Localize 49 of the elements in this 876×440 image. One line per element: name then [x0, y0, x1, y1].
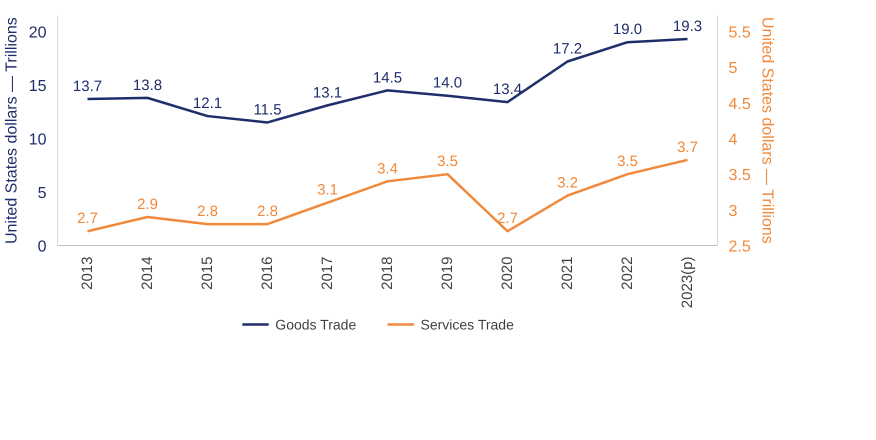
x-tick-label: 2017 — [319, 256, 336, 290]
y-tick-label: 10 — [28, 132, 47, 149]
data-label: 2.8 — [197, 203, 218, 220]
x-tick-label: 2016 — [259, 256, 276, 290]
y-tick-label: 5 — [38, 185, 47, 202]
data-label: 17.2 — [552, 40, 582, 58]
y-axis-title: United States dollars — Trillions — [4, 17, 21, 244]
data-label: 3.7 — [677, 138, 698, 156]
data-label: 13.7 — [72, 78, 102, 95]
data-label: 2.9 — [137, 196, 158, 213]
data-label: 2.7 — [77, 210, 98, 228]
y2-tick-label: 4 — [728, 132, 738, 149]
data-label: 14.0 — [432, 74, 462, 92]
y-tick-label: 20 — [28, 24, 47, 42]
y2-tick-label: 5 — [728, 60, 738, 78]
data-label: 13.4 — [492, 81, 522, 98]
x-tick-label: 2019 — [439, 256, 456, 290]
data-label: 11.5 — [253, 101, 282, 118]
y-tick-label: 15 — [28, 78, 47, 96]
x-tick-label: 2022 — [619, 256, 636, 290]
x-tick-label: 2023(p) — [679, 256, 696, 308]
data-label: 13.8 — [132, 76, 162, 94]
data-label: 3.4 — [377, 160, 398, 178]
data-label: 19.3 — [672, 18, 702, 36]
data-label: 14.5 — [372, 69, 402, 86]
x-tick-label: 2014 — [139, 256, 156, 290]
y2-axis-title: United States dollars — Trillions — [758, 16, 776, 244]
y2-tick-label: 2.5 — [728, 238, 751, 256]
data-label: 3.1 — [317, 182, 338, 199]
data-label: 2.7 — [497, 210, 518, 228]
y2-tick-label: 3.5 — [728, 167, 751, 184]
data-label: 12.1 — [192, 95, 222, 112]
y2-tick-label: 5.5 — [728, 24, 751, 42]
y2-tick-label: 3 — [728, 202, 738, 220]
y-tick-label: 0 — [38, 238, 47, 256]
x-tick-label: 2013 — [79, 256, 96, 290]
y2-tick-label: 4.5 — [728, 96, 751, 113]
data-label: 19.0 — [612, 21, 642, 38]
legend-label: Goods Trade — [275, 316, 356, 332]
x-tick-label: 2018 — [379, 256, 396, 290]
legend-label: Services Trade — [420, 316, 514, 332]
data-label: 3.5 — [617, 153, 638, 170]
data-label: 13.1 — [312, 84, 342, 102]
x-tick-label: 2020 — [499, 256, 516, 290]
x-tick-label: 2015 — [199, 256, 216, 290]
data-label: 3.5 — [437, 153, 458, 170]
x-tick-label: 2021 — [559, 256, 576, 290]
data-label: 3.2 — [557, 174, 578, 192]
data-label: 2.8 — [257, 203, 278, 220]
